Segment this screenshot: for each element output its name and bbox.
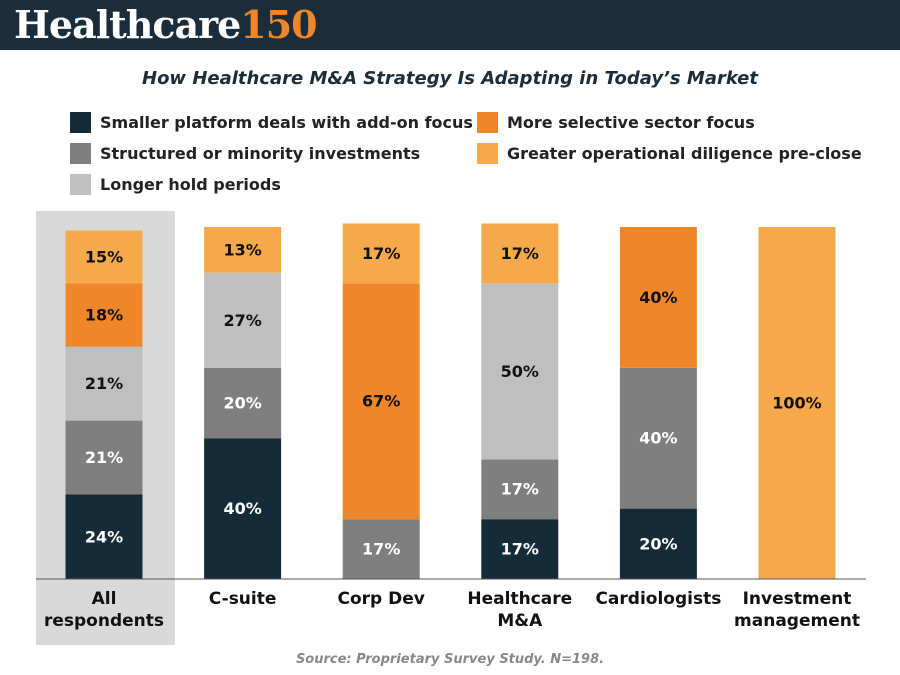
x-tick-label: Investment management	[734, 589, 860, 631]
brand: Healthcare150	[14, 2, 318, 47]
bar-segment	[204, 272, 282, 368]
value-label: 40%	[639, 288, 677, 307]
x-tick-label: All respondents	[43, 589, 165, 631]
bar-segment	[481, 223, 559, 284]
value-label: 20%	[639, 534, 677, 553]
brand-number: 150	[240, 2, 317, 47]
value-label: 13%	[223, 240, 261, 259]
legend-swatch	[477, 112, 498, 133]
bar-segment	[342, 223, 420, 284]
value-label: 50%	[501, 362, 539, 381]
value-label: 21%	[85, 374, 123, 393]
bar-segment	[758, 227, 836, 579]
value-label: 20%	[223, 394, 261, 413]
legend-label: Greater operational diligence pre-close	[507, 144, 862, 163]
value-label: 17%	[362, 244, 400, 263]
bar-segment	[204, 227, 282, 273]
value-label: 17%	[501, 540, 539, 559]
bar-segment	[342, 519, 420, 579]
legend-swatch	[70, 143, 91, 164]
value-label: 15%	[85, 247, 123, 266]
value-label: 17%	[362, 540, 400, 559]
bar-segment	[342, 283, 420, 520]
x-tick-label: Cardiologists	[595, 589, 722, 609]
x-tick-label: Corp Dev	[337, 589, 425, 609]
source-note: Source: Proprietary Survey Study. N=198.	[295, 652, 605, 667]
brand-name: Healthcare	[14, 2, 241, 47]
x-tick-label: C-suite	[208, 589, 277, 609]
value-label: 24%	[85, 527, 123, 546]
bar-segment	[65, 420, 143, 495]
bar-segment	[204, 367, 282, 439]
value-label: 17%	[501, 480, 539, 499]
value-label: 100%	[772, 394, 821, 413]
value-label: 17%	[501, 244, 539, 263]
legend-label: Smaller platform deals with add-on focus	[100, 113, 473, 132]
value-label: 18%	[85, 306, 123, 325]
bar-segment	[481, 519, 559, 579]
bar-segment	[619, 367, 697, 509]
bar-segment	[204, 438, 282, 579]
bar-segment	[481, 459, 559, 520]
legend-label: Longer hold periods	[100, 175, 281, 194]
header-bar: Healthcare150	[0, 0, 900, 50]
bar-segment	[481, 283, 559, 460]
bar-segment	[65, 494, 143, 579]
x-tick-label: Healthcare M&A	[467, 589, 573, 631]
bar-segment	[65, 230, 143, 284]
legend-swatch	[477, 143, 498, 164]
bar-segment	[65, 283, 143, 347]
value-label: 21%	[85, 448, 123, 467]
bar-segment	[65, 346, 143, 421]
legend-label: More selective sector focus	[507, 113, 755, 132]
bar-segment	[619, 227, 697, 368]
legend-swatch	[70, 112, 91, 133]
value-label: 40%	[223, 499, 261, 518]
chart-title: How Healthcare M&A Strategy Is Adapting …	[142, 68, 758, 89]
value-label: 67%	[362, 392, 400, 411]
bar-segment	[619, 508, 697, 579]
value-label: 40%	[639, 429, 677, 448]
legend-label: Structured or minority investments	[100, 144, 421, 163]
legend-swatch	[70, 174, 91, 195]
value-label: 27%	[223, 311, 261, 330]
